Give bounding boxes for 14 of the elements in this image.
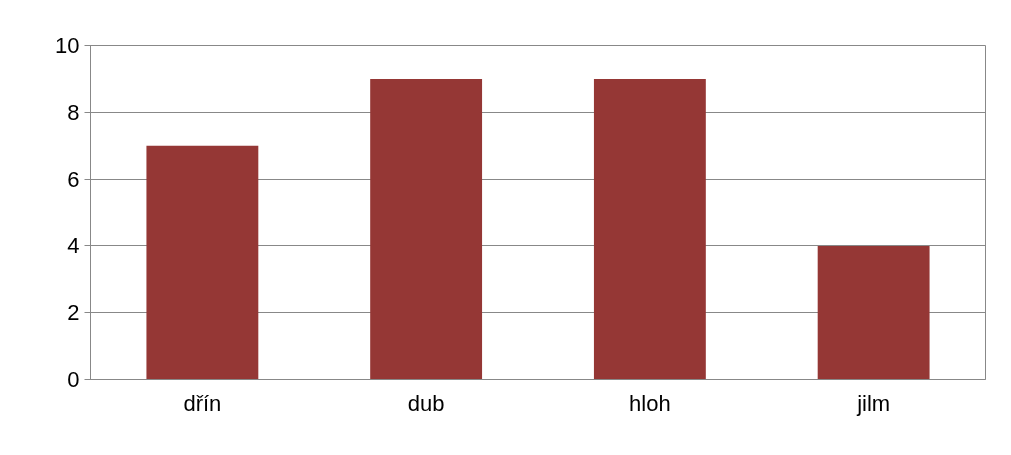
bar bbox=[370, 78, 483, 380]
y-tick-label: 8 bbox=[67, 99, 80, 125]
x-tick-label: dřín bbox=[183, 390, 222, 416]
x-tick-label: jilm bbox=[856, 390, 891, 416]
bar bbox=[593, 78, 706, 380]
y-tick-label: 10 bbox=[55, 33, 80, 58]
bar bbox=[817, 245, 930, 380]
y-tick-label: 2 bbox=[67, 300, 80, 326]
y-tick-label: 4 bbox=[67, 233, 80, 259]
x-tick-label: dub bbox=[407, 390, 445, 416]
y-tick-label: 0 bbox=[67, 367, 80, 392]
x-tick-label: hloh bbox=[629, 390, 671, 416]
bar bbox=[146, 145, 259, 380]
y-tick-label: 6 bbox=[67, 166, 80, 192]
